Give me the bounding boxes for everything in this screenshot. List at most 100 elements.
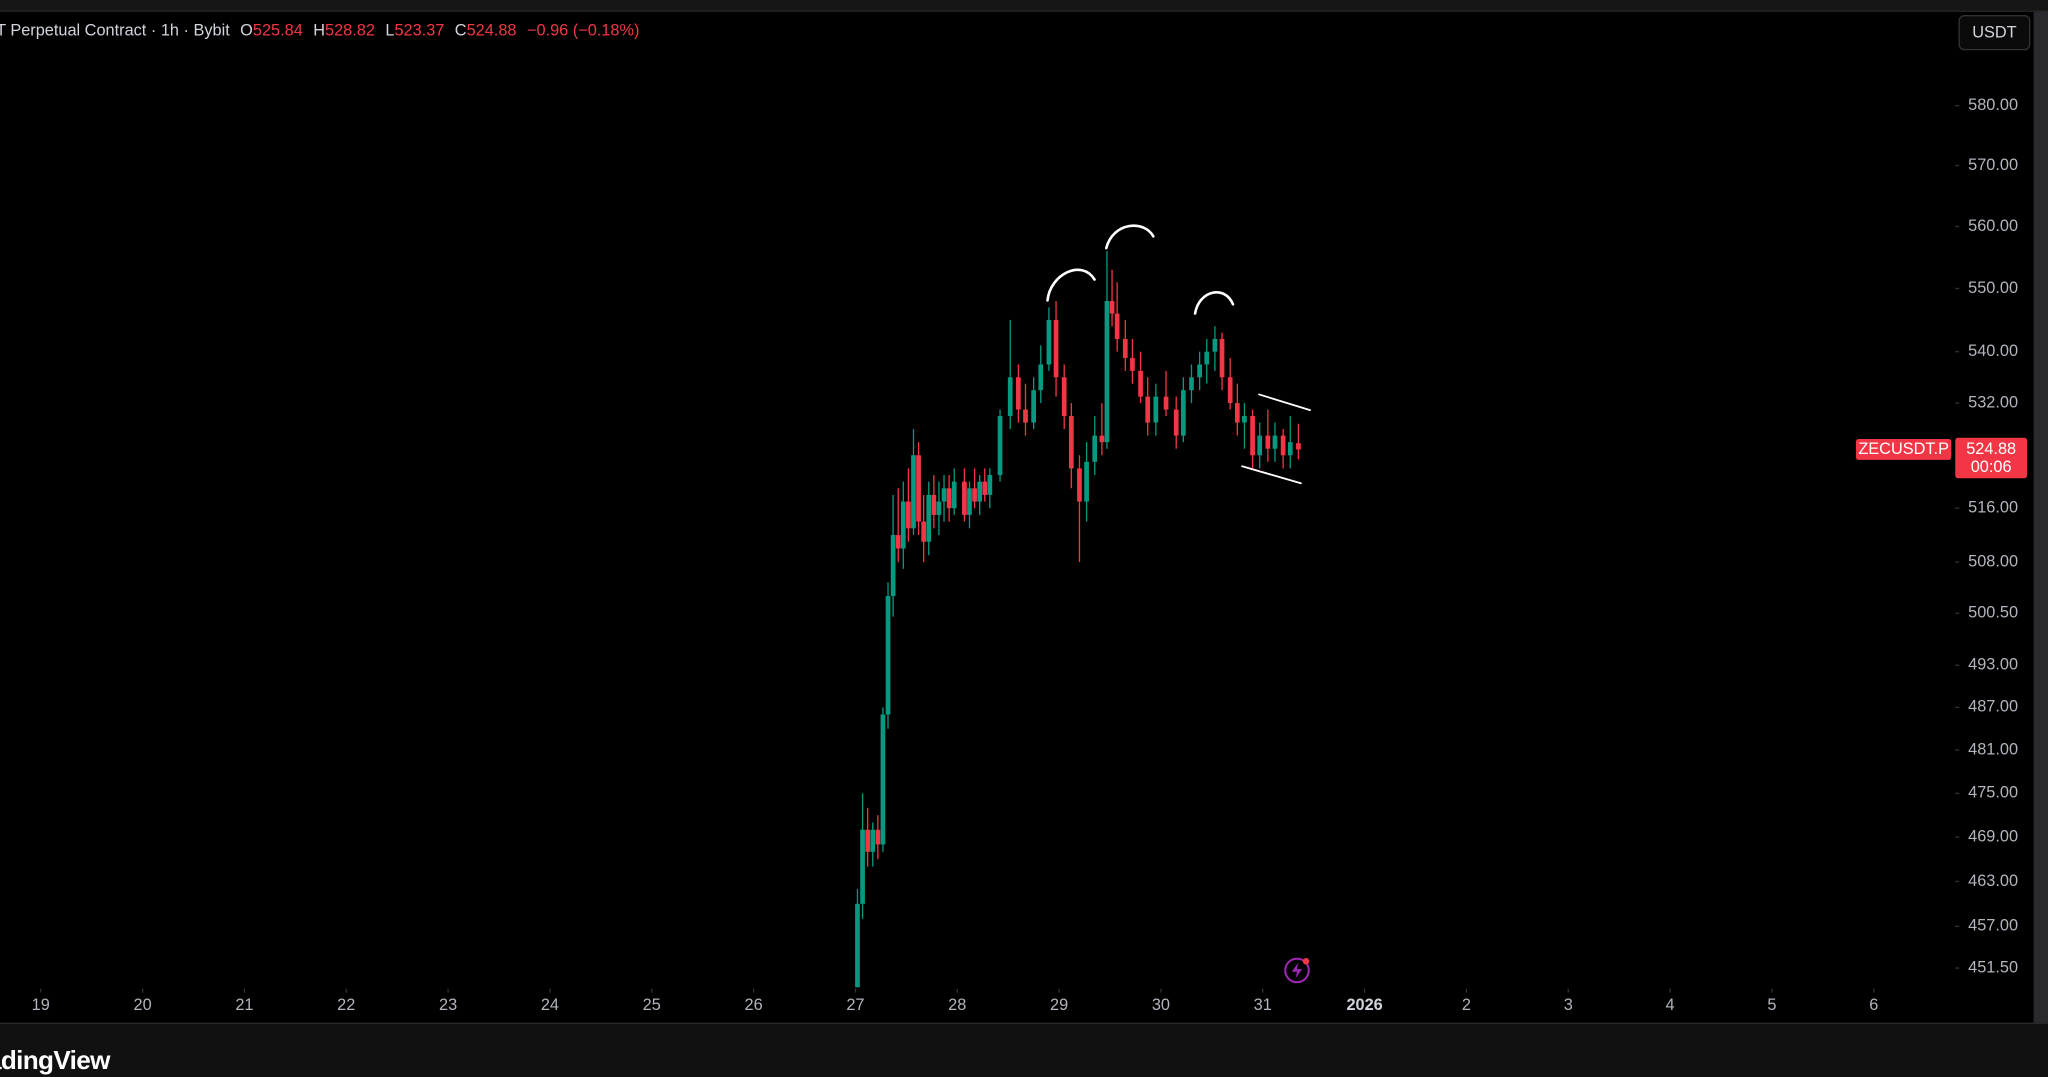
candle-body xyxy=(1016,377,1021,410)
legend-label: L xyxy=(385,22,394,40)
x-tick-label: 3 xyxy=(1564,996,1573,1014)
candle-body xyxy=(1114,313,1120,339)
chart-legend: T Perpetual Contract · 1h · Bybit O525.84… xyxy=(0,22,639,40)
legend-value: 524.88 xyxy=(467,22,517,40)
candle-body xyxy=(1084,461,1089,502)
x-tick-label: 21 xyxy=(235,996,253,1014)
channel-top xyxy=(1258,393,1311,412)
price-label-bg xyxy=(1955,437,2028,479)
currency-button[interactable] xyxy=(1958,15,2031,51)
candle-body xyxy=(1180,390,1186,436)
candle-body xyxy=(1099,435,1105,443)
symbol-label: ZECUSDT.P xyxy=(1858,440,1949,458)
icon-bolt[interactable] xyxy=(1291,962,1303,979)
candle-body xyxy=(1038,364,1044,391)
candle-body xyxy=(1272,435,1278,449)
y-tick-label: 540.00 xyxy=(1968,342,2018,360)
x-tick-label: 19 xyxy=(32,996,50,1014)
price-label: 524.88 xyxy=(1966,440,2016,458)
alert-icon[interactable] xyxy=(1284,957,1310,984)
right-shoulder-arc xyxy=(1193,291,1235,315)
countdown: 00:06 xyxy=(1971,458,2012,476)
candle-body xyxy=(1242,416,1247,423)
legend-label: C xyxy=(455,22,467,40)
candle-body xyxy=(921,521,927,542)
candle-body xyxy=(1046,319,1052,365)
candle-body xyxy=(895,535,901,549)
x-tick-label: 26 xyxy=(745,996,763,1014)
y-tick-label: 475.00 xyxy=(1968,784,2018,802)
candle-body xyxy=(931,494,937,515)
top-strip xyxy=(0,0,2048,11)
icon-dot[interactable] xyxy=(1302,958,1310,965)
candle-body xyxy=(1280,435,1286,456)
candle-body xyxy=(1173,409,1179,436)
icon-circle[interactable] xyxy=(1284,957,1310,984)
candle-body xyxy=(1265,435,1271,449)
candle-body xyxy=(890,535,896,597)
candle-body xyxy=(885,596,891,715)
y-tick-label: 570.00 xyxy=(1968,156,2018,174)
x-tick-label: 2 xyxy=(1462,996,1471,1014)
candle-body xyxy=(936,501,942,515)
x-tick-label: 4 xyxy=(1666,996,1675,1014)
candle-body xyxy=(1068,416,1074,469)
candle-body xyxy=(946,488,952,509)
footer xyxy=(0,1023,2048,1077)
candle-body xyxy=(1227,377,1233,404)
candle-body xyxy=(1007,377,1013,417)
logo: adingView xyxy=(0,1045,111,1075)
candle-body xyxy=(967,488,972,515)
x-tick-label: 20 xyxy=(134,996,152,1014)
x-tick-label: 2026 xyxy=(1346,996,1382,1014)
candles xyxy=(855,251,1301,988)
candle-body xyxy=(1204,351,1210,365)
y-tick-label: 560.00 xyxy=(1968,217,2018,235)
candle-body xyxy=(1031,390,1036,423)
x-tick-label: 29 xyxy=(1050,996,1068,1014)
x-tick-label: 24 xyxy=(541,996,559,1014)
y-tick-label: 487.00 xyxy=(1968,698,2018,716)
head-arc xyxy=(1104,224,1155,250)
candle-body xyxy=(1023,409,1028,423)
candle-body xyxy=(1257,435,1263,456)
candle-body xyxy=(865,829,871,852)
channel-bottom xyxy=(1241,465,1302,485)
y-tick-label: 493.00 xyxy=(1968,656,2018,674)
currency-label[interactable]: USDT xyxy=(1972,24,2016,42)
candle-body xyxy=(1153,396,1159,423)
candle-body xyxy=(941,488,947,502)
legend-value: 525.84 xyxy=(253,22,303,40)
legend-label: H xyxy=(313,22,325,40)
candle-body xyxy=(1197,364,1202,378)
change: −0.96 (−0.18%) xyxy=(527,22,639,40)
candle-body xyxy=(1122,338,1128,359)
candle-body xyxy=(1061,377,1067,417)
y-tick-label: 580.00 xyxy=(1968,96,2018,114)
x-tick-label: 23 xyxy=(439,996,457,1014)
candle-body xyxy=(855,903,860,988)
candle-body xyxy=(1104,301,1110,443)
y-tick-label: 532.00 xyxy=(1968,393,2018,411)
legend-value: 523.37 xyxy=(394,22,444,40)
candle-body xyxy=(1189,377,1194,391)
y-tick-label: 500.50 xyxy=(1968,604,2018,622)
y-tick-label: 550.00 xyxy=(1968,279,2018,297)
candle-body xyxy=(870,829,876,852)
candle-body xyxy=(972,488,977,502)
drawings xyxy=(1046,224,1311,485)
legend-label: O xyxy=(240,22,253,40)
candle-body xyxy=(951,481,957,509)
candle-body xyxy=(900,501,906,549)
candle-body xyxy=(916,455,921,522)
y-tick-label: 451.50 xyxy=(1968,958,2018,976)
candle-body xyxy=(1109,301,1115,314)
left-shoulder-arc xyxy=(1046,268,1096,302)
candle-body xyxy=(1138,370,1143,397)
candle-body xyxy=(1053,319,1059,378)
x-tick-label: 22 xyxy=(337,996,355,1014)
y-tick-label: 463.00 xyxy=(1968,872,2018,890)
